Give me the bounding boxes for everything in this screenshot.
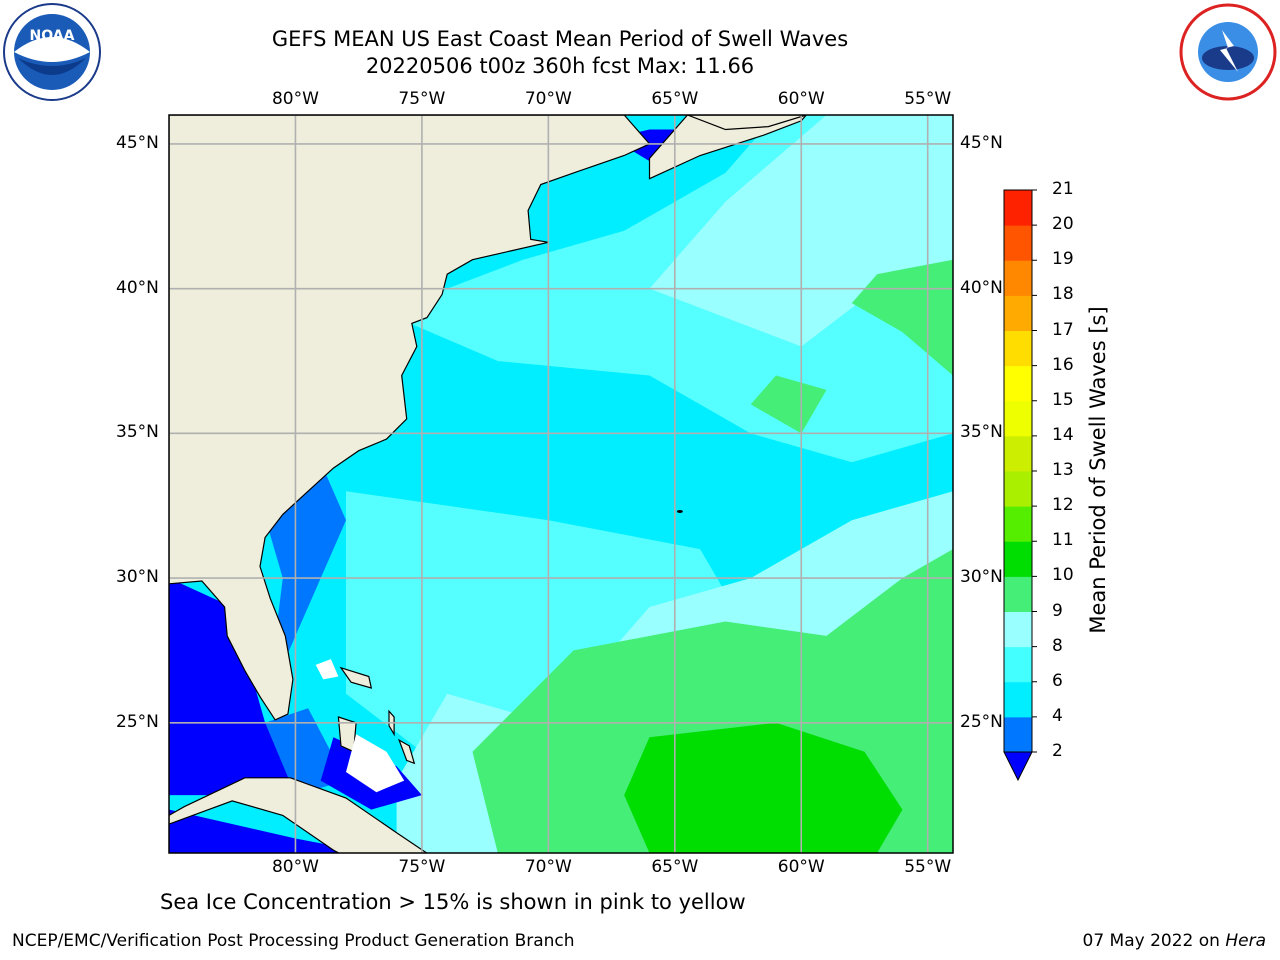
colorbar-level-label: 17: [1052, 319, 1074, 340]
colorbar-segment: [1004, 260, 1032, 296]
colorbar-level-label: 11: [1052, 530, 1074, 551]
noaa-logo-icon: NOAA: [3, 3, 101, 101]
colorbar-level-label: 20: [1052, 214, 1074, 235]
ocean-period-lt4-caribbean: [169, 809, 372, 853]
chart-title: GEFS MEAN US East Coast Mean Period of S…: [271, 27, 849, 51]
lon-tick-label-bottom: 60°W: [777, 857, 825, 877]
colorbar-segment: [1004, 225, 1032, 261]
lon-tick-label-bottom: 75°W: [398, 857, 446, 877]
footer-date: 07 May 2022 on Hera: [1082, 931, 1267, 951]
map-frame: [168, 114, 954, 854]
lat-tick-label-left: 45°N: [116, 132, 159, 153]
colorbar-segment: [1004, 295, 1032, 331]
lon-tick-label-top: 70°W: [524, 89, 572, 109]
colorbar-segment: [1004, 576, 1032, 612]
land-north-america: [169, 115, 651, 721]
lat-tick-label-right: 30°N: [960, 567, 1003, 588]
colorbar-level-label: 6: [1052, 670, 1063, 691]
lon-tick-label-top: 75°W: [398, 89, 446, 109]
land-cuba: [169, 777, 428, 853]
colorbar-level-label: 2: [1052, 741, 1063, 761]
shallow-bank-little-bahama: [315, 659, 339, 680]
lon-tick-label-top: 55°W: [904, 89, 952, 109]
colorbar-level-label: 4: [1052, 705, 1063, 726]
lat-tick-label-left: 25°N: [116, 711, 159, 732]
colorbar-segment: [1004, 611, 1032, 648]
colorbar-segment: [1004, 681, 1032, 718]
lon-tick-label-top: 60°W: [777, 89, 825, 109]
land-bahamas-cat: [397, 738, 416, 765]
colorbar-level-label: 8: [1052, 635, 1063, 656]
colorbar-under-arrow: [1003, 751, 1033, 782]
lat-tick-label-right: 45°N: [960, 132, 1003, 153]
colorbar-level-label: 18: [1052, 284, 1074, 305]
lon-tick-label-bottom: 80°W: [271, 857, 319, 877]
colorbar-segment: [1004, 190, 1032, 226]
lon-tick-label-top: 80°W: [271, 89, 319, 109]
lat-tick-label-right: 40°N: [960, 277, 1003, 298]
land-bermuda: [676, 509, 683, 513]
chart-subtitle: 20220506 t00z 360h fcst Max: 11.66: [365, 54, 755, 78]
colorbar-level-label: 21: [1052, 179, 1074, 199]
colorbar-segment: [1004, 506, 1032, 542]
lat-tick-label-left: 30°N: [116, 567, 159, 588]
ocean-period-11-12: [624, 722, 903, 853]
colorbar-level-label: 16: [1052, 354, 1074, 375]
colorbar-level-label: 14: [1052, 424, 1074, 445]
land-nova-scotia: [648, 115, 808, 180]
lat-tick-label-right: 25°N: [960, 711, 1003, 732]
land-new-brunswick: [687, 115, 807, 131]
svg-text:NOAA: NOAA: [30, 28, 75, 44]
lon-tick-label-top: 65°W: [651, 89, 699, 109]
lat-tick-label-left: 35°N: [116, 422, 159, 443]
colorbar-title: Mean Period of Swell Waves [s]: [1086, 306, 1110, 634]
lon-tick-label-bottom: 65°W: [651, 857, 699, 877]
footer-credit: NCEP/EMC/Verification Post Processing Pr…: [12, 931, 575, 951]
colorbar-level-label: 15: [1052, 389, 1074, 410]
nws-logo-icon: [1179, 3, 1277, 101]
lat-tick-label-left: 40°N: [116, 277, 159, 298]
colorbar-level-label: 9: [1052, 600, 1063, 621]
colorbar-segment: [1004, 330, 1032, 367]
colorbar-level-label: 10: [1052, 565, 1074, 586]
ocean-period-10-11-patch: [750, 375, 827, 434]
colorbar-segment: [1004, 541, 1032, 577]
colorbar-segment: [1004, 716, 1032, 753]
lon-tick-label-bottom: 55°W: [904, 857, 952, 877]
lat-tick-label-right: 35°N: [960, 422, 1003, 443]
colorbar-segment: [1004, 471, 1032, 507]
colorbar-segment: [1004, 646, 1032, 683]
colorbar-segment: [1004, 400, 1032, 437]
colorbar-level-label: 13: [1052, 460, 1074, 480]
sea-ice-caption: Sea Ice Concentration > 15% is shown in …: [160, 890, 746, 914]
shallow-bank-great-bahama: [346, 734, 405, 793]
colorbar-level-label: 12: [1052, 495, 1074, 516]
lon-tick-label-bottom: 70°W: [524, 857, 572, 877]
colorbar-segment: [1004, 365, 1032, 402]
land-bahamas-abaco: [339, 666, 373, 689]
colorbar-level-label: 19: [1052, 249, 1074, 270]
colorbar-segment: [1004, 435, 1032, 472]
